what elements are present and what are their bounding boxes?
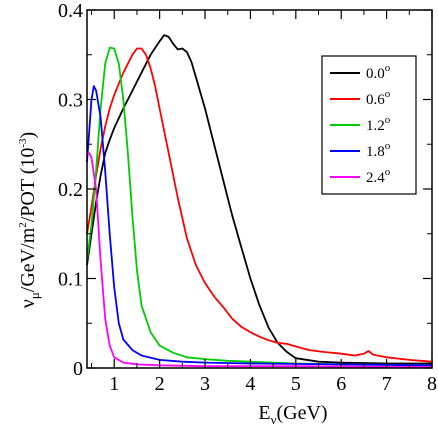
- x-tick-label: 1: [109, 373, 119, 395]
- series-line-2.4: [87, 152, 433, 368]
- series-line-0.6: [86, 47, 433, 363]
- x-axis-title: Eν(GeV): [258, 402, 327, 427]
- y-axis-title-part: ): [17, 132, 39, 139]
- y-axis-title-part: ν: [17, 299, 39, 308]
- x-tick-label: 6: [336, 373, 346, 395]
- x-axis-title-subscript: ν: [271, 412, 277, 427]
- x-tick-label: 8: [427, 373, 437, 395]
- y-axis-title-part: μ: [27, 292, 42, 299]
- y-axis-title-part: /POT (10: [17, 148, 39, 223]
- y-tick-label: 0.2: [58, 179, 83, 201]
- series-line-1.2: [86, 46, 433, 367]
- series-line-0.0: [86, 34, 432, 365]
- y-axis-title: νμ/GeV/m2/POT (10-3): [17, 132, 42, 308]
- y-axis-title-part: /GeV/m: [17, 227, 39, 292]
- legend-box: [321, 55, 417, 195]
- legend-label-0.0: 0.0o: [366, 62, 391, 82]
- y-tick-label: 0.4: [58, 0, 83, 22]
- x-axis-title-rest: (GeV): [277, 402, 328, 424]
- x-tick-label: 7: [382, 373, 392, 395]
- y-tick-label: 0.1: [58, 269, 83, 291]
- series-line-1.8: [86, 85, 433, 367]
- legend-label-0.6: 0.6o: [366, 88, 391, 108]
- y-axis-title-part: 2: [17, 222, 29, 228]
- y-tick-label: 0.3: [58, 90, 83, 112]
- x-tick-label: 5: [291, 373, 301, 395]
- legend: 0.0o 0.6o 1.2o 1.8o 2.4o: [321, 55, 417, 195]
- ticks-layer: [87, 9, 433, 369]
- y-axis-title-part: -3: [17, 138, 29, 148]
- x-tick-label: 3: [200, 373, 210, 395]
- legend-label-2.4: 2.4o: [366, 166, 391, 186]
- series-layer: [86, 34, 433, 368]
- x-tick-label: 4: [245, 373, 255, 395]
- y-tick-label: 0: [73, 358, 83, 380]
- legend-label-1.8: 1.8o: [366, 140, 391, 160]
- x-axis-title-main: E: [258, 402, 270, 424]
- tick-labels: 1 2 3 4 5 6 7 8 0 0.1 0.2 0.3 0.4: [58, 0, 437, 395]
- x-tick-label: 2: [155, 373, 165, 395]
- legend-label-1.2: 1.2o: [366, 114, 391, 134]
